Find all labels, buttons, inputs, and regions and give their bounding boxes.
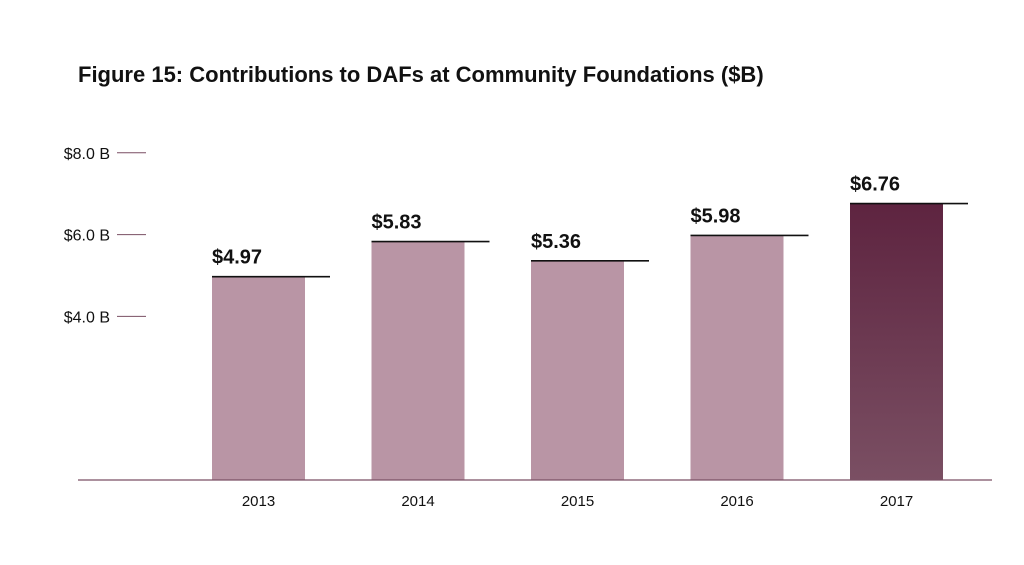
bars bbox=[212, 203, 943, 481]
y-axis: $4.0 B $6.0 B $8.0 B bbox=[64, 146, 146, 326]
value-labels: $4.97 $5.83 $5.36 $5.98 $6.76 bbox=[212, 174, 968, 278]
bar-2013 bbox=[212, 276, 305, 480]
bar-2014 bbox=[371, 241, 465, 480]
y-tick-label: $4.0 B bbox=[64, 309, 110, 326]
value-label: $5.98 bbox=[691, 205, 741, 227]
value-label: $5.83 bbox=[372, 212, 422, 234]
x-tick-label: 2015 bbox=[561, 493, 594, 510]
x-tick-label: 2014 bbox=[401, 493, 434, 510]
y-tick-label: $6.0 B bbox=[64, 228, 110, 245]
chart-title: Figure 15: Contributions to DAFs at Comm… bbox=[78, 62, 764, 87]
y-tick-label: $8.0 B bbox=[64, 146, 110, 163]
value-label: $4.97 bbox=[212, 247, 262, 269]
x-tick-label: 2016 bbox=[720, 493, 753, 510]
bar-2016 bbox=[690, 235, 784, 480]
bar-2015 bbox=[531, 260, 624, 480]
value-label: $6.76 bbox=[850, 174, 900, 196]
x-tick-label: 2017 bbox=[880, 493, 913, 510]
x-axis: 2013 2014 2015 2016 2017 bbox=[78, 479, 992, 510]
value-label: $5.36 bbox=[531, 231, 581, 253]
x-tick-label: 2013 bbox=[242, 493, 275, 510]
bar-2017 bbox=[850, 203, 943, 481]
